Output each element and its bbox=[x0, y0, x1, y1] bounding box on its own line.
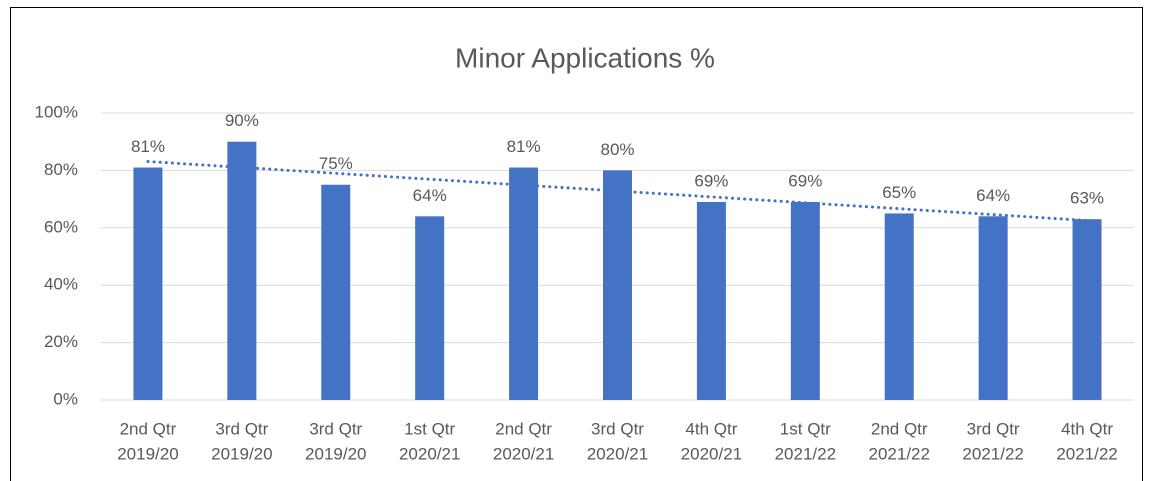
data-label: 90% bbox=[225, 111, 259, 130]
y-tick-label: 80% bbox=[44, 160, 78, 179]
data-label: 69% bbox=[788, 171, 822, 190]
bar bbox=[415, 216, 445, 400]
x-tick-label: 2nd Qtr bbox=[495, 419, 552, 438]
x-tick-label: 2021/22 bbox=[869, 444, 930, 463]
x-tick-label: 3rd Qtr bbox=[309, 419, 362, 438]
x-tick-label: 2nd Qtr bbox=[120, 419, 177, 438]
data-label: 75% bbox=[319, 154, 353, 173]
y-tick-label: 20% bbox=[44, 332, 78, 351]
x-tick-label: 4th Qtr bbox=[685, 419, 737, 438]
data-label: 65% bbox=[882, 183, 916, 202]
data-label: 80% bbox=[600, 140, 634, 159]
trendline bbox=[146, 160, 1089, 222]
bar bbox=[227, 141, 257, 400]
x-tick-label: 2021/22 bbox=[775, 444, 836, 463]
bar bbox=[1072, 219, 1102, 400]
y-tick-label: 60% bbox=[44, 217, 78, 236]
x-tick-label: 2019/20 bbox=[117, 444, 178, 463]
data-label: 81% bbox=[507, 137, 541, 156]
x-tick-label: 2nd Qtr bbox=[871, 419, 928, 438]
y-tick-label: 100% bbox=[35, 102, 78, 121]
bar bbox=[133, 167, 163, 400]
x-tick-label: 2020/21 bbox=[681, 444, 742, 463]
x-tick-label: 2021/22 bbox=[962, 444, 1023, 463]
bar bbox=[509, 167, 539, 400]
data-label: 69% bbox=[694, 171, 728, 190]
x-tick-label: 2020/21 bbox=[587, 444, 648, 463]
x-tick-label: 2019/20 bbox=[211, 444, 272, 463]
x-tick-label: 2020/21 bbox=[493, 444, 554, 463]
chart-title: Minor Applications % bbox=[455, 42, 715, 73]
data-label: 64% bbox=[976, 186, 1010, 205]
data-label: 81% bbox=[131, 137, 165, 156]
x-tick-label: 4th Qtr bbox=[1061, 419, 1113, 438]
y-tick-label: 0% bbox=[53, 389, 78, 408]
x-tick-label: 3rd Qtr bbox=[215, 419, 268, 438]
bar bbox=[696, 201, 726, 400]
x-tick-label: 1st Qtr bbox=[780, 419, 831, 438]
x-tick-label: 2020/21 bbox=[399, 444, 460, 463]
data-label: 63% bbox=[1070, 189, 1104, 208]
x-tick-label: 2019/20 bbox=[305, 444, 366, 463]
data-label: 64% bbox=[413, 186, 447, 205]
bar bbox=[790, 201, 820, 400]
y-tick-label: 40% bbox=[44, 275, 78, 294]
bar bbox=[603, 170, 632, 400]
x-tick-label: 3rd Qtr bbox=[967, 419, 1020, 438]
bar bbox=[321, 184, 351, 400]
frame bbox=[10, 7, 1143, 481]
x-tick-label: 1st Qtr bbox=[404, 419, 455, 438]
bar bbox=[884, 213, 914, 400]
x-tick-label: 2021/22 bbox=[1056, 444, 1117, 463]
x-tick-label: 3rd Qtr bbox=[591, 419, 644, 438]
bar bbox=[978, 216, 1008, 400]
